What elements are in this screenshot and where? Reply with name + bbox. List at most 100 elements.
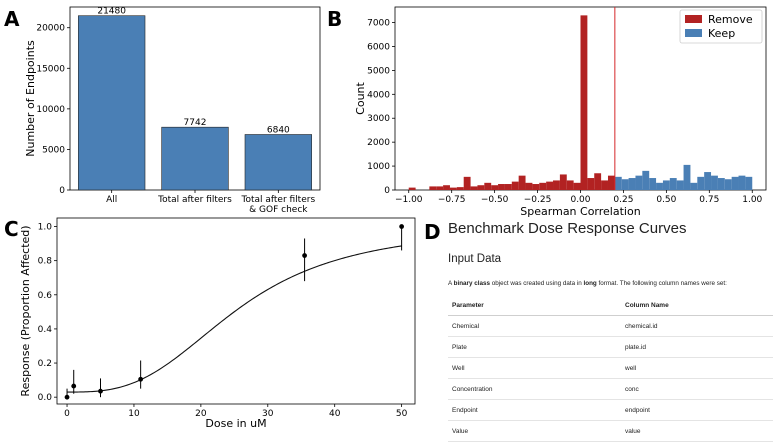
histogram-bar [724, 179, 732, 190]
y-tick-label: 6000 [367, 42, 390, 52]
histogram-bar [662, 180, 670, 190]
benchmark-title: Benchmark Dose Response Curves [448, 220, 687, 237]
y-tick-label: 5000 [367, 66, 390, 76]
y-tick-label: 0.2 [38, 359, 52, 369]
x-axis-label: Spearman Correlation [520, 205, 640, 218]
x-axis-label: Dose in uM [205, 417, 266, 429]
histogram-bar [553, 180, 560, 190]
data-point [302, 253, 307, 258]
y-tick-label: 10000 [36, 105, 65, 115]
table-cell: well [621, 357, 773, 379]
data-point [138, 376, 144, 382]
bar-value-label: 21480 [97, 7, 126, 17]
data-point [98, 388, 103, 394]
histogram-bar [656, 182, 663, 190]
y-tick-label: 0.8 [38, 257, 53, 267]
table-cell: Concentration [448, 378, 621, 400]
histogram-bar [649, 178, 657, 190]
histogram-bar [436, 186, 444, 190]
figure-canvas: A B C D 0500010000150002000021480All7742… [4, 6, 767, 429]
histogram-bar [676, 180, 684, 190]
histogram-bar [607, 175, 615, 190]
histogram-bar [683, 164, 691, 190]
y-tick-label: 5000 [42, 145, 65, 155]
histogram-bar [587, 178, 595, 190]
histogram-bar [594, 173, 602, 190]
y-tick-label: 0.4 [38, 325, 53, 335]
x-tick-label: Total after filters [157, 195, 232, 205]
table-row: Endpoint endpoint [448, 399, 773, 421]
x-tick-label: 50 [396, 409, 408, 419]
table-header-row: Parameter Column Name [448, 296, 773, 316]
table-cell: Chemical [448, 315, 621, 337]
input-data-heading: Input Data [448, 253, 502, 265]
histogram-bar [621, 179, 629, 190]
histogram-bar [449, 187, 457, 190]
legend-label: Keep [708, 27, 735, 40]
table-cell: conc [621, 378, 773, 400]
input-data-description: A binary class object was created using … [448, 280, 727, 287]
x-tick-label: −0.25 [524, 195, 552, 205]
histogram-bar [429, 186, 437, 190]
histogram-spearman: 0 1000 2000 3000 4000 5000 6000 7000 −1.00 −0.75 −… [354, 6, 767, 218]
histogram-bar [697, 176, 705, 190]
table-cell: endpoint [621, 399, 773, 421]
table-row: Well well [448, 357, 773, 379]
histogram-bar [635, 175, 643, 190]
data-point [399, 224, 405, 229]
x-tick-label: 0.75 [699, 195, 719, 205]
table-row: Value value [448, 420, 773, 442]
y-tick-label: 20000 [36, 24, 65, 34]
panel-label-b: B [327, 7, 342, 31]
y-tick-label: 1000 [367, 162, 390, 172]
y-tick-label: 0 [59, 186, 65, 196]
panel-label-c: C [4, 217, 19, 241]
dose-response-plot: 0.0 0.2 0.4 0.6 0.8 1.0 0 10 20 30 40 50 Dose in uM R… [19, 217, 416, 429]
histogram-bar [470, 186, 478, 190]
table-cell: Endpoint [448, 399, 621, 421]
legend-swatch [685, 29, 702, 37]
x-tick-label: 20 [195, 409, 207, 419]
histogram-bar [573, 182, 581, 190]
table-row: Concentration conc [448, 378, 773, 400]
y-axis-label: Count [354, 81, 367, 114]
histogram-bar [601, 180, 608, 190]
histogram-bar [566, 180, 574, 190]
histogram-bar [580, 15, 588, 191]
y-tick-label: 0 [384, 186, 390, 196]
table-cell: Plate [448, 336, 621, 358]
bar-chart-endpoints: 0 5000 10000 15000 20000 21480 All 7742 Total af… [24, 6, 321, 215]
bar-value-label: 6840 [267, 126, 290, 136]
header-column-name: Column Name [621, 296, 773, 316]
data-point [64, 394, 70, 400]
table-row: Plate plate.id [448, 336, 773, 358]
histogram-bar [477, 185, 485, 190]
x-tick-label: 0.25 [613, 195, 633, 205]
panel-label-d: D [424, 220, 441, 244]
histogram-bar [408, 187, 416, 190]
histogram-bar [614, 176, 622, 190]
x-tick-label: 0.00 [570, 195, 590, 205]
y-axis-label: Response (Proportion Affected) [19, 225, 32, 396]
y-tick-label: 1.0 [38, 223, 53, 233]
x-tick-label: & GOF check [249, 205, 308, 215]
bar [78, 15, 146, 191]
bar [161, 126, 229, 191]
header-parameter: Parameter [448, 296, 621, 316]
y-axis-label: Number of Endpoints [24, 40, 37, 157]
table-cell: plate.id [621, 336, 773, 358]
histogram-bar [559, 174, 567, 190]
x-tick-label: −1.00 [395, 195, 423, 205]
y-tick-label: 2000 [367, 138, 390, 148]
histogram-bar [738, 175, 746, 190]
histogram-bar [525, 182, 533, 190]
table-cell: value [621, 420, 773, 442]
histogram-bar [642, 170, 650, 190]
x-tick-label: 30 [262, 409, 274, 419]
y-tick-label: 4000 [367, 90, 390, 100]
bar-value-label: 7742 [184, 118, 207, 128]
x-tick-label: 10 [128, 409, 140, 419]
y-tick-label: 15000 [36, 64, 65, 74]
panel-label-a: A [4, 7, 20, 31]
histogram-bar [717, 178, 725, 190]
